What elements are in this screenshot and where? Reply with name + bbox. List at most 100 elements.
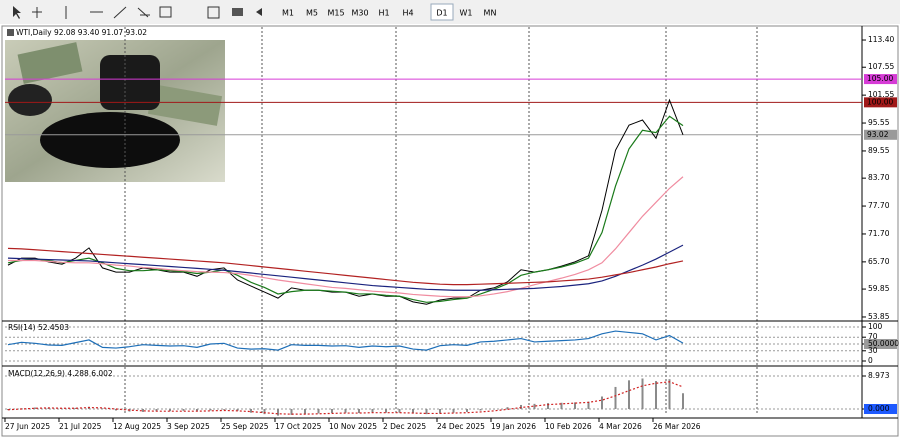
histogram-bar [155, 409, 158, 412]
y-tick-label: 71.70 [868, 229, 890, 238]
histogram-bar [358, 409, 360, 414]
text-tool[interactable] [207, 6, 220, 19]
timeframe-button[interactable]: H1 [378, 9, 389, 18]
histogram-bar [439, 409, 441, 414]
timeframe-button[interactable]: M1 [282, 9, 294, 18]
histogram-bar [142, 409, 144, 412]
cursor-tool[interactable] [13, 6, 21, 19]
histogram-bar [628, 380, 630, 410]
x-tick-label: 10 Nov 2025 [329, 422, 377, 431]
histogram-bar [196, 409, 198, 412]
histogram-bar [506, 407, 509, 410]
price-tag [864, 74, 897, 85]
histogram-bar [493, 409, 495, 410]
histogram-bar [425, 409, 428, 415]
timeframe-active[interactable] [430, 3, 454, 21]
histogram-bar [101, 408, 104, 410]
histogram-bar [574, 402, 576, 410]
series-line [7, 244, 684, 291]
x-tick-label: 24 Dec 2025 [437, 422, 485, 431]
histogram-bar [236, 409, 239, 411]
histogram-bar [371, 409, 374, 413]
label-tool[interactable] [232, 8, 243, 16]
x-tick-label: 4 Mar 2026 [599, 422, 642, 431]
series-line [7, 115, 684, 303]
y-tick-label: 101.55 [868, 90, 894, 99]
histogram-bar [479, 409, 482, 411]
histogram-bar [115, 409, 117, 411]
histogram-bar [223, 409, 225, 410]
series-line [7, 330, 684, 351]
banknote [147, 84, 223, 126]
x-tick-label: 17 Oct 2025 [275, 422, 322, 431]
timeframe-button[interactable]: D1 [436, 9, 447, 18]
histogram-bar [466, 409, 468, 412]
price-tag [864, 97, 897, 108]
histogram-bar [344, 409, 347, 413]
x-tick-label: 25 Sep 2025 [221, 422, 269, 431]
x-tick-label: 12 Aug 2025 [113, 422, 161, 431]
y-tick-label: 59.85 [868, 284, 890, 293]
histogram-bar [277, 409, 279, 416]
price-tag-label: 100.00 [867, 97, 893, 106]
histogram-bar [74, 407, 77, 410]
series-line [7, 247, 684, 286]
y-tick-label: 50.0000 [868, 339, 899, 348]
y-tick-label: 30 [868, 346, 878, 355]
y-tick-label: 100 [868, 322, 883, 331]
y-tick-label: 95.55 [868, 118, 890, 127]
y-tick-label: 53.85 [868, 312, 890, 321]
histogram-bar [560, 402, 563, 410]
crosshair-tool[interactable] [32, 7, 42, 18]
panel-title: MACD(12,26,9) 4.288 6.002 [8, 369, 113, 378]
x-tick-label: 27 Jun 2025 [5, 422, 50, 431]
histogram-bar [398, 409, 401, 413]
tick-label-bg [864, 404, 897, 415]
histogram-bar [601, 396, 603, 410]
histogram-bar [331, 409, 333, 414]
y-tick-label: 0 [868, 356, 873, 365]
histogram-bar [412, 409, 414, 414]
timeframe-button[interactable]: M30 [351, 9, 368, 18]
timeframe-button[interactable]: W1 [460, 9, 473, 18]
y-tick-label: 83.70 [868, 173, 890, 182]
x-tick-label: 26 Mar 2026 [653, 422, 701, 431]
histogram-bar [587, 401, 590, 410]
histogram-bar [614, 386, 617, 410]
timeframe-button[interactable]: M15 [327, 9, 344, 18]
trendline-tool[interactable] [113, 6, 127, 19]
histogram-bar [668, 379, 671, 410]
y-tick-label: 89.55 [868, 146, 890, 155]
histogram-bar [169, 409, 171, 412]
symbol-icon [7, 29, 14, 36]
x-tick-label: 19 Jan 2026 [491, 422, 536, 431]
histogram-bar [533, 403, 536, 410]
panel-title: WTI,Daily 92.08 93.40 91.07 93.02 [16, 28, 147, 37]
histogram-bar [250, 409, 252, 413]
panel-borders [2, 26, 898, 419]
histogram-bar [682, 393, 684, 410]
histogram-bar [641, 378, 644, 410]
x-tick-label: 10 Feb 2026 [545, 422, 592, 431]
oil-spill [40, 112, 180, 168]
y-tick-label: 107.55 [868, 62, 894, 71]
timeframe-button[interactable]: MN [484, 9, 497, 18]
histogram-bar [182, 409, 185, 411]
x-tick-label: 2 Dec 2025 [383, 422, 426, 431]
channel-tool[interactable] [137, 7, 150, 18]
timeframe-button[interactable]: M5 [306, 9, 318, 18]
y-tick-label: 8.973 [868, 371, 890, 380]
fibo-tool[interactable] [159, 6, 172, 18]
histogram-bar [385, 409, 387, 413]
arrow-tool[interactable] [256, 8, 262, 16]
price-tag-label: 105.00 [867, 74, 893, 83]
price-tag [864, 129, 897, 140]
histogram-bar [655, 381, 657, 410]
panel-title: RSI(14) 52.4503 [8, 323, 69, 332]
timeframe-button[interactable]: H4 [402, 9, 413, 18]
coin [8, 84, 52, 116]
histogram-bar [34, 407, 36, 410]
histogram-bar [304, 409, 306, 415]
y-tick-label: 0.000 [868, 404, 890, 413]
